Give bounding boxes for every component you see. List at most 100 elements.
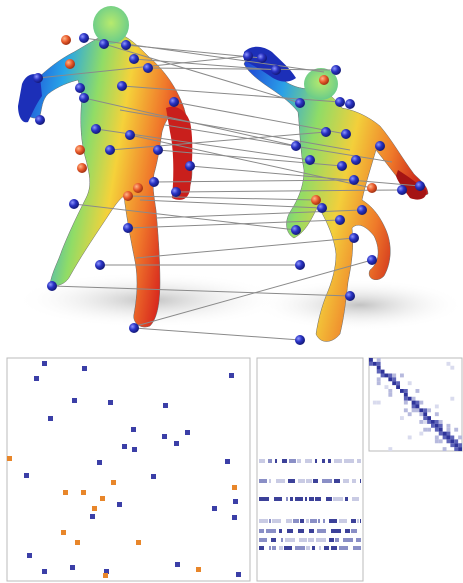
band-segment bbox=[305, 459, 312, 463]
diagonal-cell bbox=[376, 369, 381, 374]
matrix-point-blue bbox=[225, 459, 230, 464]
band-segment bbox=[344, 459, 354, 463]
diagonal-cell bbox=[423, 427, 428, 432]
band-segment bbox=[318, 519, 320, 523]
band-segment bbox=[299, 538, 307, 542]
matrix-point-blue bbox=[42, 361, 47, 366]
diagonal-cell bbox=[376, 400, 381, 405]
diagonal-cell bbox=[376, 358, 381, 362]
diagonal-cell bbox=[438, 420, 443, 424]
matrix-point-blue bbox=[122, 444, 127, 449]
diagonal-cell bbox=[403, 400, 408, 405]
matrix-point-orange bbox=[81, 490, 86, 495]
matrix-point-blue bbox=[48, 416, 53, 421]
diagonal-cell bbox=[446, 423, 451, 428]
diagonal-cell bbox=[415, 400, 420, 405]
band-segment bbox=[352, 479, 356, 483]
band-segment bbox=[272, 519, 281, 523]
diagonal-cell bbox=[419, 412, 424, 417]
matrix-point-blue bbox=[233, 499, 238, 504]
sparse-matrix-panel bbox=[6, 357, 251, 582]
landmarks-left bbox=[33, 33, 195, 333]
band-matrix-rows bbox=[259, 459, 361, 550]
matrix-point-orange bbox=[63, 490, 68, 495]
band-segment bbox=[309, 529, 314, 533]
diagonal-cell bbox=[450, 435, 455, 440]
diagonal-cell bbox=[450, 443, 455, 448]
diagonal-cell bbox=[442, 435, 447, 440]
matrix-point-blue bbox=[132, 447, 137, 452]
matrix-point-blue bbox=[175, 562, 180, 567]
diagonal-cell bbox=[400, 389, 404, 393]
diagonal-cell bbox=[392, 377, 397, 382]
matrix-point-orange bbox=[111, 480, 116, 485]
diagonal-cell bbox=[380, 369, 385, 374]
band-segment bbox=[312, 546, 315, 550]
band-segment bbox=[282, 459, 287, 463]
diagonal-cell bbox=[369, 361, 373, 366]
band-segment bbox=[295, 546, 305, 550]
band-segment bbox=[345, 529, 350, 533]
matrix-point-orange bbox=[103, 573, 108, 578]
diagonal-cell bbox=[434, 412, 439, 417]
matrix-point-orange bbox=[232, 485, 237, 490]
diagonal-cell bbox=[454, 427, 459, 432]
diagonal-cell bbox=[434, 423, 439, 428]
diagonal-cell bbox=[407, 435, 412, 440]
band-segment bbox=[286, 497, 288, 501]
band-segment bbox=[317, 529, 326, 533]
band-segment bbox=[352, 497, 359, 501]
band-segment bbox=[353, 546, 361, 550]
band-segment bbox=[324, 546, 329, 550]
band-segment bbox=[334, 459, 342, 463]
diagonal-cell bbox=[388, 392, 393, 397]
diagonal-cell bbox=[403, 408, 408, 413]
band-segment bbox=[290, 497, 293, 501]
band-segment bbox=[297, 459, 301, 463]
human-figure-left bbox=[18, 6, 193, 328]
diagonal-cell bbox=[446, 361, 451, 366]
band-segment bbox=[351, 529, 357, 533]
diagonal-cell bbox=[411, 396, 416, 401]
diagonal-cell bbox=[407, 396, 412, 401]
band-segment bbox=[329, 538, 334, 542]
diagonal-cell bbox=[376, 361, 381, 366]
diagonal-cell bbox=[400, 373, 404, 378]
band-segment bbox=[274, 497, 282, 501]
band-segment bbox=[339, 519, 347, 523]
diagonal-cell bbox=[446, 431, 451, 436]
band-segment bbox=[310, 519, 317, 523]
band-segment bbox=[305, 497, 307, 501]
diagonal-cell bbox=[438, 427, 443, 432]
diagonal-cell bbox=[396, 385, 401, 390]
band-segment bbox=[334, 479, 340, 483]
matrix-point-blue bbox=[34, 376, 39, 381]
band-segment bbox=[259, 538, 267, 542]
band-segment bbox=[259, 459, 265, 463]
band-segment bbox=[319, 546, 321, 550]
diagonal-cell bbox=[427, 420, 432, 424]
diagonal-cell bbox=[423, 416, 428, 421]
band-segment bbox=[272, 546, 276, 550]
correspondence-illustration bbox=[15, 6, 463, 345]
diagonal-cell bbox=[427, 427, 432, 432]
matrix-point-blue bbox=[27, 553, 32, 558]
matrix-point-blue bbox=[104, 569, 109, 574]
band-segment bbox=[315, 459, 317, 463]
diagonal-cell bbox=[434, 427, 439, 432]
band-segment bbox=[259, 529, 264, 533]
band-segment bbox=[306, 479, 312, 483]
diagonal-cell bbox=[376, 365, 381, 370]
diagonal-cell bbox=[376, 377, 381, 382]
band-segment bbox=[259, 479, 267, 483]
diagonal-cell bbox=[384, 385, 389, 390]
diagonal-cell bbox=[438, 439, 443, 444]
band-segment bbox=[287, 529, 293, 533]
band-segment bbox=[289, 459, 296, 463]
band-segment bbox=[306, 519, 309, 523]
band-segment bbox=[357, 519, 359, 523]
band-segment bbox=[357, 459, 361, 463]
band-segment bbox=[259, 497, 269, 501]
matrix-point-orange bbox=[92, 506, 97, 511]
